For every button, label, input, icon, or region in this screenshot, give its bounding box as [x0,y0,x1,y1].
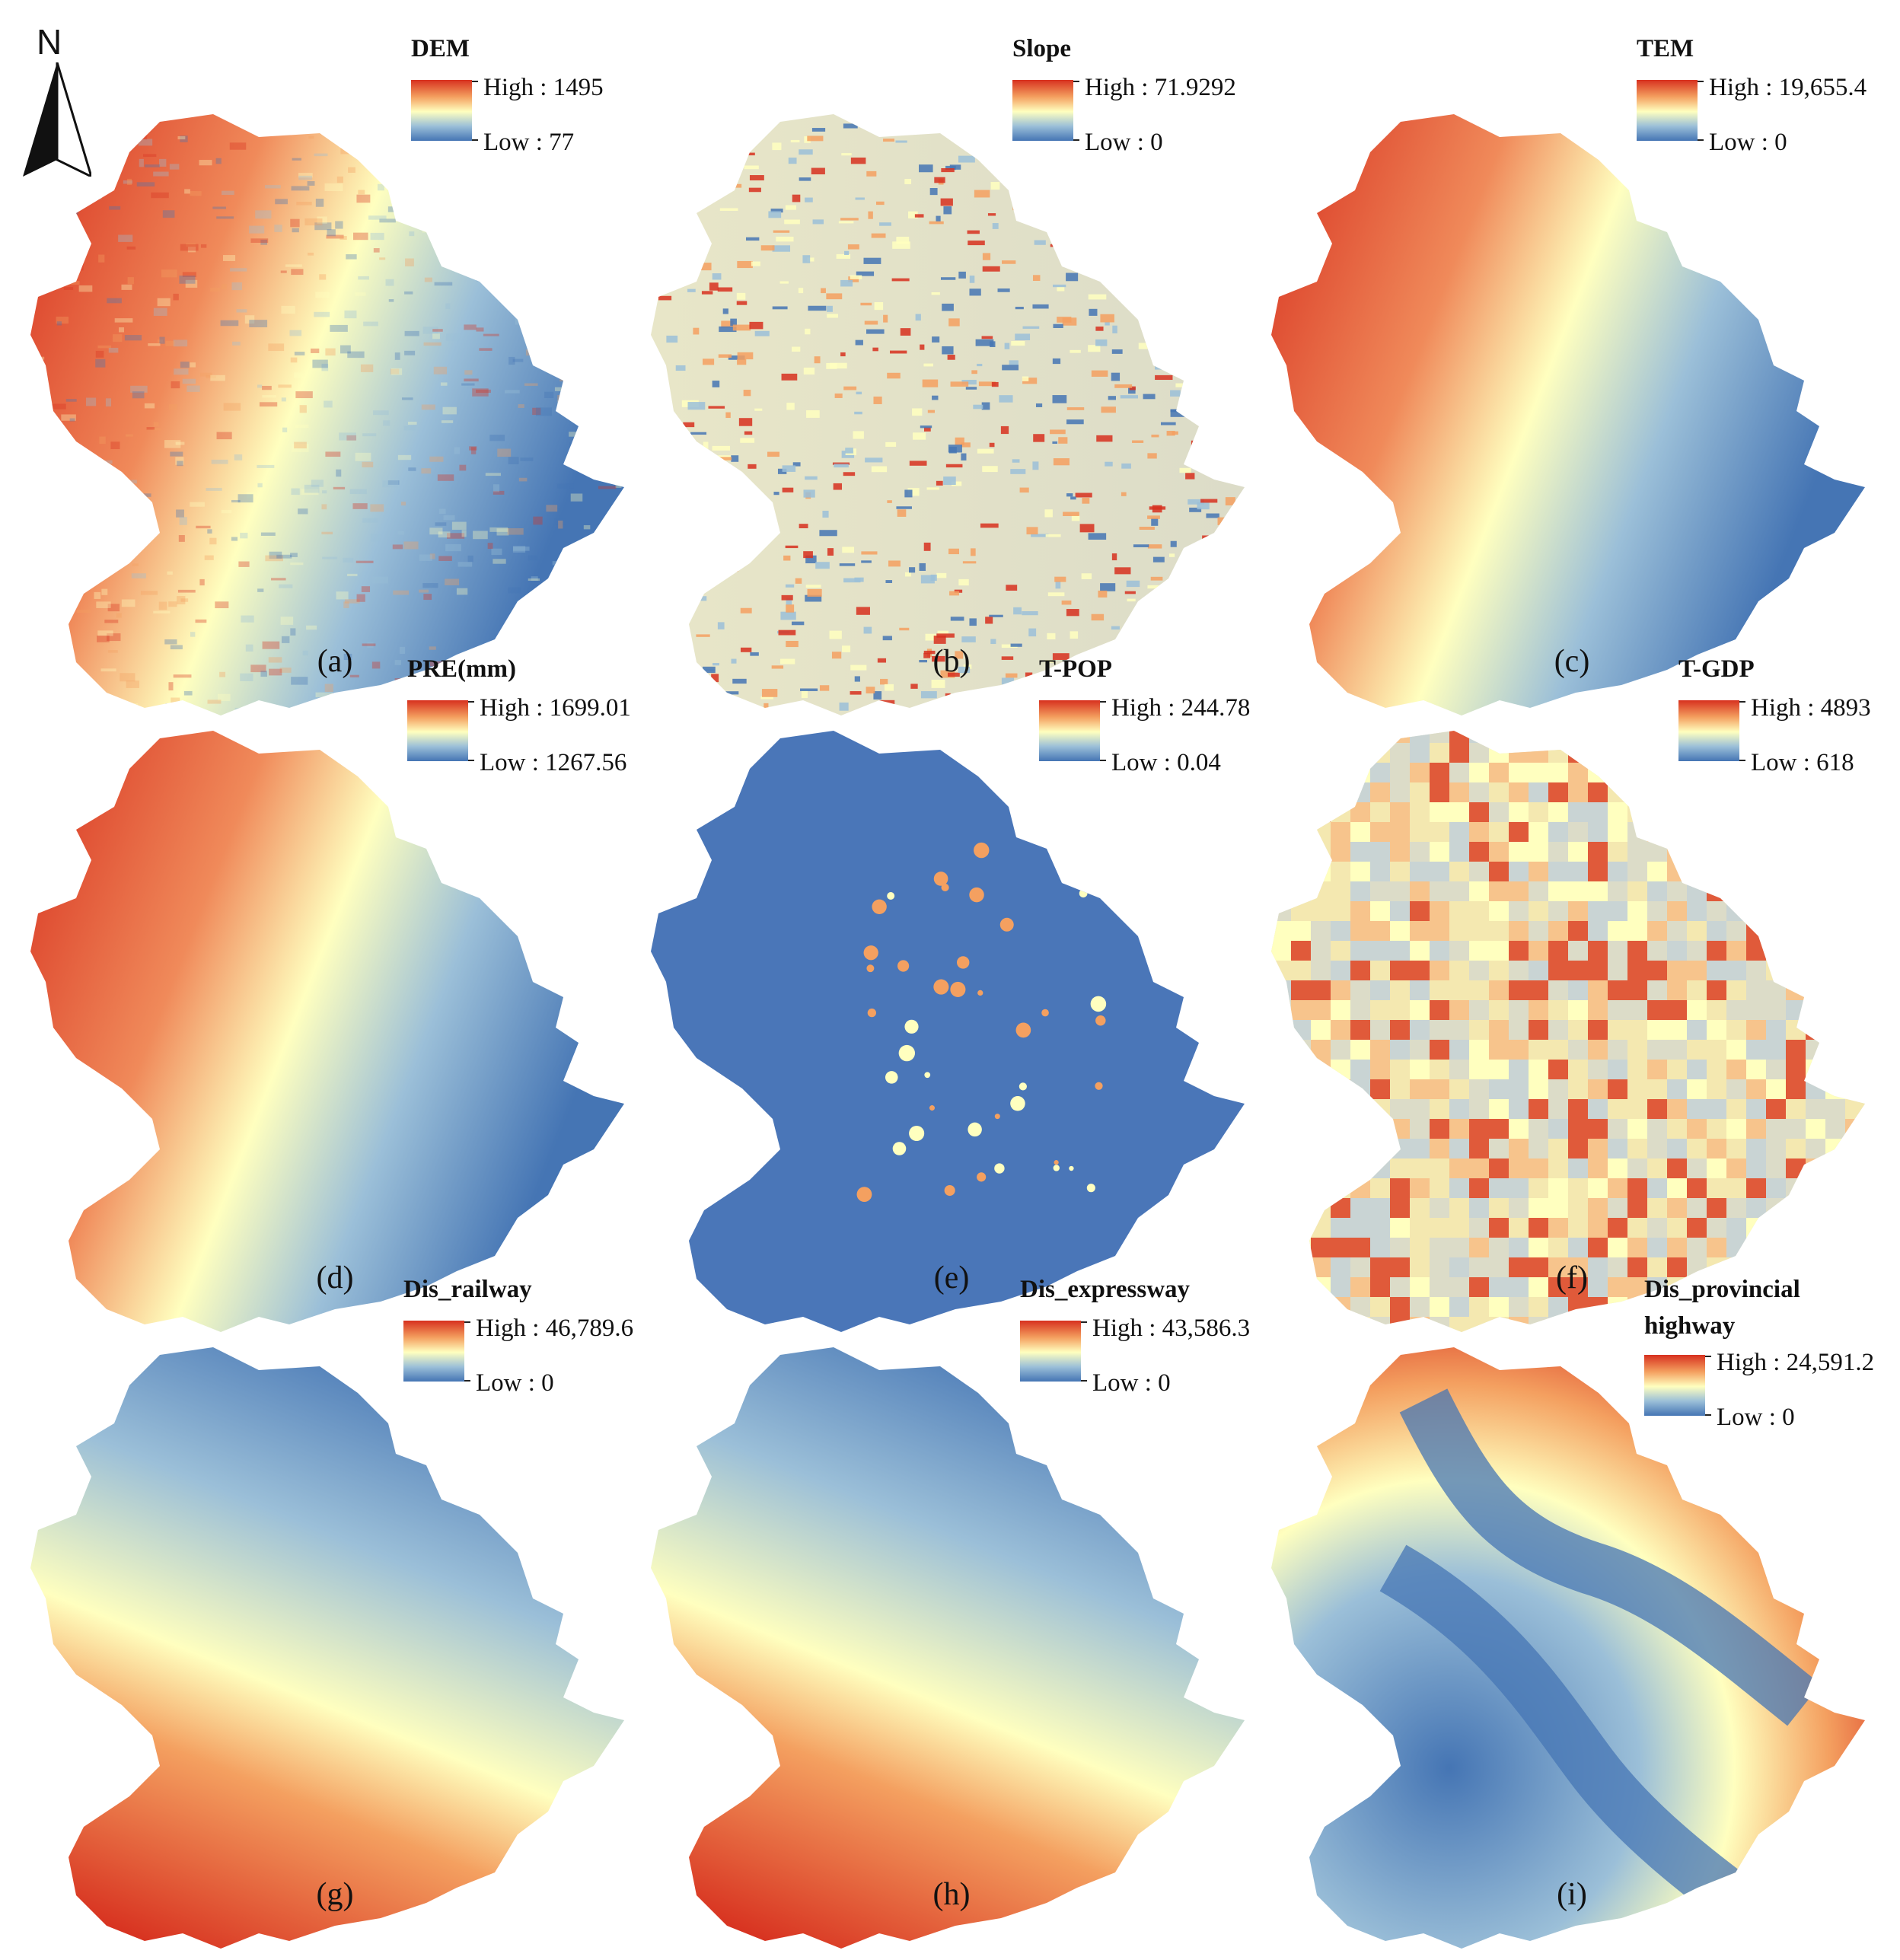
map-panel-c [1271,107,1892,727]
map-pre [30,731,624,1332]
color-ramp [407,700,468,761]
north-arrow: N [23,22,91,177]
region-fill [651,731,1245,1332]
region-fill [651,1347,1245,1949]
map-gdp [1271,731,1865,1332]
legend-title: Dis_expressway [1020,1276,1191,1303]
legend-high-label: High : 1699.01 [480,694,631,722]
legend-high-label: High : 71.9292 [1085,74,1236,101]
panel-caption: (f) [1556,1260,1588,1296]
map-panel-f [1271,723,1892,1343]
legend-high-label: High : 19,655.4 [1709,74,1867,101]
legend-title-line2: highway [1644,1312,1736,1340]
legend-low-label: Low : 0.04 [1111,749,1221,776]
panel-caption: (h) [932,1877,971,1912]
color-ramp [1039,700,1100,761]
legend-low-label: Low : 0 [1092,1369,1171,1397]
region-fill [651,114,1245,715]
map-dem [30,114,624,715]
north-arrow-icon [23,62,91,177]
map-tem [1271,114,1865,715]
map-expressway [651,1347,1245,1949]
legend-low-label: Low : 0 [1085,129,1163,156]
color-ramp [1678,700,1739,761]
region-fill [1271,1347,1865,1949]
panel-caption: (d) [316,1260,354,1296]
map-panel-e [651,723,1271,1343]
legend-title: TEM [1637,35,1694,62]
map-panel-h [651,1340,1271,1960]
legend-low-label: Low : 0 [1709,129,1787,156]
legend-title-line1: Dis_provincial [1644,1276,1800,1303]
color-ramp [403,1321,464,1382]
region-fill [30,1347,624,1949]
map-pop [651,731,1245,1332]
panel-caption: (g) [316,1877,354,1912]
color-ramp [1020,1321,1081,1382]
legend-high-label: High : 24,591.2 [1717,1349,1875,1376]
legend-title: T-GDP [1678,655,1755,683]
legend-low-label: Low : 618 [1751,749,1854,776]
panel-caption: (a) [317,644,353,679]
region-fill [30,114,624,715]
region-fill [1271,114,1865,715]
legend-title: Slope [1012,35,1072,62]
map-panel-d [30,723,651,1343]
raster-texture [1379,1388,1821,1939]
panel-caption: (e) [933,1260,970,1296]
legend-high-label: High : 46,789.6 [476,1315,634,1342]
panel-caption: (c) [1554,644,1590,679]
legend-high-label: High : 1495 [483,74,604,101]
panel-caption: (i) [1557,1877,1587,1912]
map-panel-g [30,1340,651,1960]
map-slope [651,114,1245,715]
map-panel-a [30,107,651,727]
legend-low-label: Low : 0 [1717,1404,1795,1431]
raster-texture [1271,731,1865,1332]
color-ramp [411,80,472,141]
map-panel-i [1271,1340,1892,1960]
panel-caption: (b) [932,644,971,679]
legend-title: DEM [411,35,470,62]
legend-low-label: Low : 77 [483,129,575,156]
legend-high-label: High : 244.78 [1111,694,1251,722]
legend-low-label: Low : 0 [476,1369,554,1397]
legend-title: PRE(mm) [407,655,516,683]
raster-texture [856,842,1107,1203]
map-railway [30,1347,624,1949]
region-fill [30,731,624,1332]
color-ramp [1644,1355,1705,1416]
legend-title: T-POP [1039,655,1112,683]
legend-high-label: High : 43,586.3 [1092,1315,1251,1342]
legend-low-label: Low : 1267.56 [480,749,627,776]
color-ramp [1637,80,1698,141]
legend-title: Dis_railway [403,1276,532,1303]
color-ramp [1012,80,1073,141]
map-panel-b [651,107,1271,727]
legend-high-label: High : 4893 [1751,694,1871,722]
north-label: N [37,22,62,62]
map-provincial [1271,1347,1865,1949]
